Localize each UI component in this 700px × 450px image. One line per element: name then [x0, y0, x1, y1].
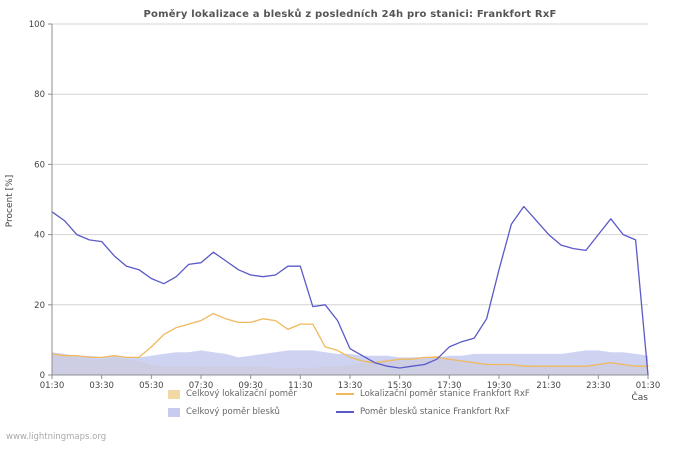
watermark: www.lightningmaps.org — [6, 432, 107, 442]
chart-title: Poměry lokalizace a blesků z posledních … — [143, 9, 557, 20]
svg-text:80: 80 — [34, 90, 45, 100]
svg-text:11:30: 11:30 — [288, 381, 313, 391]
legend-item-station-lightning-ratio: Poměr blesků stanice Frankfort RxF — [336, 407, 530, 417]
legend-label-station-lightning: Poměr blesků stanice Frankfort RxF — [360, 407, 511, 417]
svg-text:0: 0 — [40, 371, 45, 381]
svg-text:13:30: 13:30 — [338, 381, 363, 391]
svg-text:07:30: 07:30 — [189, 381, 214, 391]
svg-text:20: 20 — [34, 301, 45, 311]
svg-text:15:30: 15:30 — [387, 381, 412, 391]
legend-label-total-lightning: Celkový poměr blesků — [186, 407, 280, 417]
x-axis-label: Čas — [631, 393, 649, 403]
svg-text:03:30: 03:30 — [89, 381, 114, 391]
svg-text:40: 40 — [34, 231, 45, 241]
svg-text:01:30: 01:30 — [40, 381, 65, 391]
svg-text:09:30: 09:30 — [238, 381, 263, 391]
legend: Celkový lokalizační poměr Lokalizační po… — [168, 389, 530, 417]
station-localization-line-swatch — [336, 393, 354, 395]
svg-text:23:30: 23:30 — [586, 381, 611, 391]
svg-text:21:30: 21:30 — [536, 381, 561, 391]
svg-text:100: 100 — [29, 20, 45, 30]
total-localization-swatch — [168, 389, 180, 399]
legend-label-station-localization: Lokalizační poměr stanice Frankfort RxF — [360, 389, 530, 399]
legend-item-total-lightning-ratio: Celkový poměr blesků — [168, 407, 336, 417]
svg-text:01:30: 01:30 — [636, 381, 661, 391]
legend-label-total-localization: Celkový lokalizační poměr — [186, 389, 297, 399]
svg-text:60: 60 — [34, 160, 45, 170]
legend-item-total-localization-ratio: Celkový lokalizační poměr — [168, 389, 336, 399]
legend-item-station-localization-ratio: Lokalizační poměr stanice Frankfort RxF — [336, 389, 530, 399]
svg-text:05:30: 05:30 — [139, 381, 164, 391]
svg-text:19:30: 19:30 — [487, 381, 512, 391]
total-lightning-swatch — [168, 407, 180, 417]
station-lightning-line-swatch — [336, 411, 354, 413]
svg-text:17:30: 17:30 — [437, 381, 462, 391]
